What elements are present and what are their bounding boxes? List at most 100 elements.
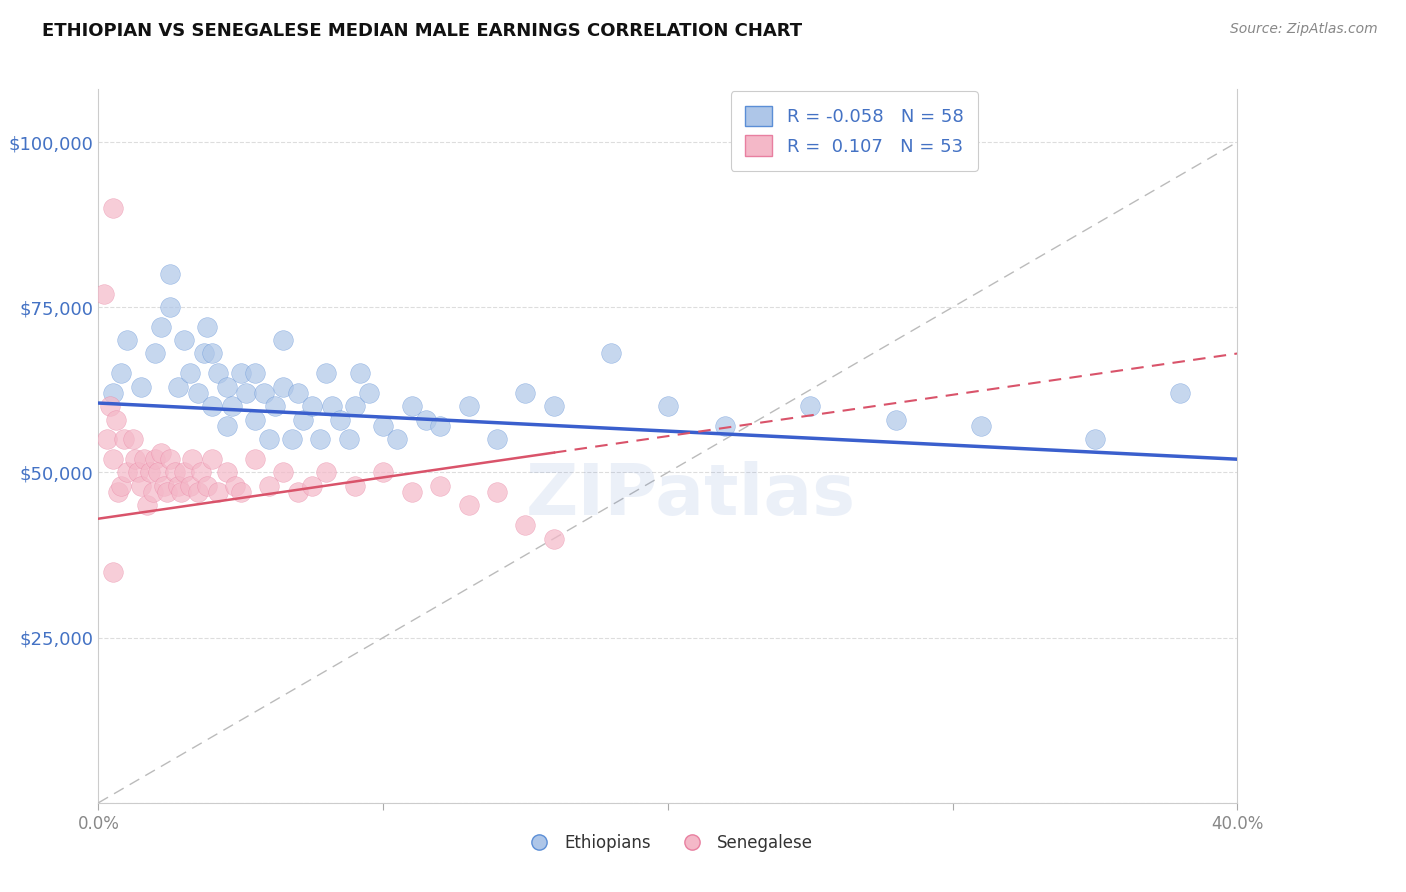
Point	[657, 400, 679, 414]
Point	[121, 433, 143, 447]
Point	[187, 485, 209, 500]
Point	[110, 478, 132, 492]
Point	[132, 452, 155, 467]
Point	[273, 379, 295, 393]
Point	[309, 433, 332, 447]
Point	[373, 419, 395, 434]
Point	[301, 400, 323, 414]
Point	[195, 478, 218, 492]
Point	[543, 532, 565, 546]
Point	[457, 400, 479, 414]
Point	[287, 485, 309, 500]
Text: ZIPatlas: ZIPatlas	[526, 461, 856, 531]
Point	[179, 478, 201, 492]
Point	[179, 367, 201, 381]
Point	[264, 400, 287, 414]
Point	[486, 433, 509, 447]
Point	[135, 499, 157, 513]
Point	[243, 412, 266, 426]
Point	[145, 346, 167, 360]
Point	[207, 367, 229, 381]
Point	[281, 433, 304, 447]
Point	[112, 433, 135, 447]
Point	[93, 287, 115, 301]
Point	[243, 452, 266, 467]
Point	[107, 485, 129, 500]
Point	[201, 452, 224, 467]
Point	[148, 466, 170, 480]
Point	[215, 419, 238, 434]
Point	[193, 346, 215, 360]
Point	[215, 466, 238, 480]
Point	[115, 466, 138, 480]
Point	[165, 466, 187, 480]
Point	[221, 400, 243, 414]
Point	[127, 466, 149, 480]
Point	[252, 386, 274, 401]
Point	[229, 485, 252, 500]
Point	[321, 400, 343, 414]
Point	[970, 419, 993, 434]
Point	[167, 478, 190, 492]
Point	[129, 379, 152, 393]
Point	[401, 400, 423, 414]
Point	[129, 478, 152, 492]
Point	[259, 478, 281, 492]
Point	[215, 379, 238, 393]
Point	[96, 433, 118, 447]
Point	[429, 478, 451, 492]
Legend: Ethiopians, Senegalese: Ethiopians, Senegalese	[516, 828, 820, 859]
Point	[515, 518, 537, 533]
Point	[159, 300, 181, 314]
Point	[259, 433, 281, 447]
Point	[207, 485, 229, 500]
Point	[181, 452, 204, 467]
Point	[315, 367, 337, 381]
Point	[224, 478, 246, 492]
Point	[104, 412, 127, 426]
Point	[415, 412, 437, 426]
Point	[173, 466, 195, 480]
Point	[243, 367, 266, 381]
Text: Source: ZipAtlas.com: Source: ZipAtlas.com	[1230, 22, 1378, 37]
Point	[229, 367, 252, 381]
Point	[884, 412, 907, 426]
Point	[329, 412, 352, 426]
Point	[201, 400, 224, 414]
Point	[138, 466, 160, 480]
Point	[1170, 386, 1192, 401]
Point	[315, 466, 337, 480]
Point	[159, 267, 181, 281]
Point	[273, 333, 295, 347]
Point	[187, 386, 209, 401]
Point	[173, 333, 195, 347]
Point	[124, 452, 146, 467]
Point	[190, 466, 212, 480]
Point	[110, 367, 132, 381]
Point	[287, 386, 309, 401]
Point	[201, 346, 224, 360]
Point	[292, 412, 315, 426]
Point	[115, 333, 138, 347]
Point	[150, 445, 173, 459]
Point	[714, 419, 737, 434]
Point	[141, 485, 163, 500]
Point	[101, 452, 124, 467]
Point	[343, 478, 366, 492]
Point	[486, 485, 509, 500]
Text: ETHIOPIAN VS SENEGALESE MEDIAN MALE EARNINGS CORRELATION CHART: ETHIOPIAN VS SENEGALESE MEDIAN MALE EARN…	[42, 22, 803, 40]
Point	[150, 320, 173, 334]
Point	[156, 485, 179, 500]
Point	[349, 367, 371, 381]
Point	[167, 379, 190, 393]
Point	[799, 400, 821, 414]
Point	[98, 400, 121, 414]
Point	[600, 346, 623, 360]
Point	[387, 433, 409, 447]
Point	[235, 386, 257, 401]
Point	[301, 478, 323, 492]
Point	[429, 419, 451, 434]
Point	[543, 400, 565, 414]
Point	[457, 499, 479, 513]
Point	[195, 320, 218, 334]
